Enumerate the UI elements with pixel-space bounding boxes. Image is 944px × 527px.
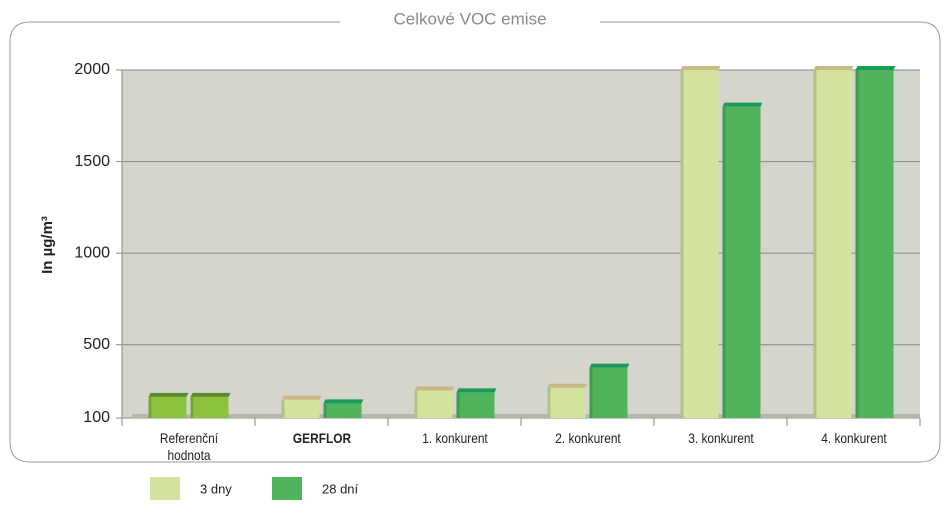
bar — [589, 367, 628, 418]
x-tick-label: 1. konkurent — [421, 430, 488, 446]
legend-swatch — [150, 477, 180, 500]
bar-top — [680, 66, 721, 70]
x-tick-label: GERFLOR — [292, 430, 351, 446]
legend-label: 28 dní — [322, 481, 359, 496]
bar — [190, 396, 229, 418]
bar — [456, 392, 495, 418]
y-tick-label: 1000 — [74, 244, 110, 261]
bar-top — [722, 102, 763, 107]
y-axis-label: In µg/m³ — [39, 216, 56, 274]
y-tick-label: 100 — [83, 409, 110, 426]
bar — [148, 396, 187, 418]
bar-top — [148, 392, 189, 397]
bar-top — [414, 386, 455, 391]
x-tick-label: Referenční hodnota — [159, 430, 218, 463]
bar — [323, 403, 362, 418]
bar — [281, 399, 320, 418]
bar-side — [547, 387, 551, 418]
legend-label: 3 dny — [200, 481, 232, 496]
bar — [855, 70, 894, 418]
bar-side — [414, 390, 418, 418]
x-tick-label: 4. konkurent — [820, 430, 887, 446]
bar-top — [589, 363, 630, 368]
bar-side — [813, 70, 817, 418]
floor — [132, 414, 920, 418]
bar-side — [281, 399, 285, 418]
bar-top — [190, 392, 231, 397]
bar — [547, 387, 586, 418]
bar-side — [456, 392, 460, 418]
bar-top — [456, 388, 497, 393]
y-tick-label: 500 — [83, 336, 110, 353]
x-tick-label: 3. konkurent — [687, 430, 754, 446]
bar-top — [281, 395, 322, 400]
bar-top — [855, 66, 896, 70]
y-tick-label: 1500 — [74, 153, 110, 170]
plot-area — [122, 70, 920, 418]
chart-title: Celkové VOC emise — [393, 9, 546, 28]
bar-top — [813, 66, 854, 70]
bar — [722, 106, 761, 418]
bar — [414, 390, 453, 418]
y-tick-label: 2000 — [74, 61, 110, 78]
bar-side — [589, 367, 593, 418]
bar-top — [323, 399, 364, 404]
bar-side — [323, 403, 327, 418]
bar-side — [680, 70, 684, 418]
bar-side — [148, 396, 152, 418]
bar-side — [855, 70, 859, 418]
bar — [813, 70, 852, 418]
bar-side — [722, 106, 726, 418]
bar-side — [190, 396, 194, 418]
panel-border — [9, 21, 941, 463]
bar-top — [547, 383, 588, 388]
legend-swatch — [272, 477, 302, 500]
bar — [680, 70, 719, 418]
x-tick-label: 2. konkurent — [554, 430, 621, 446]
